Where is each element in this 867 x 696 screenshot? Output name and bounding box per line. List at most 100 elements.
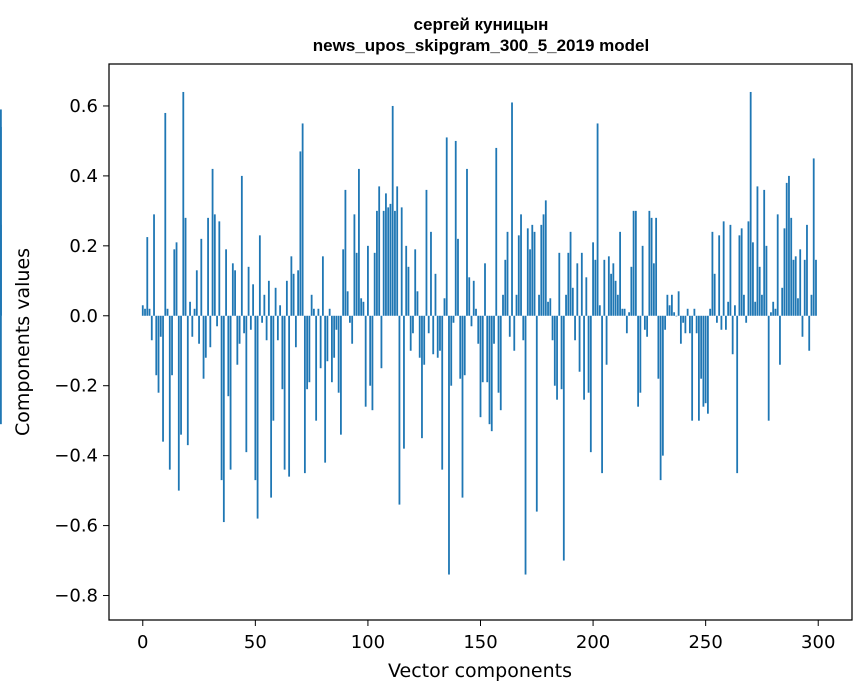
- bar: [385, 193, 387, 316]
- bar: [531, 224, 534, 316]
- bar: [625, 315, 628, 334]
- bar: [698, 315, 700, 421]
- bar: [734, 305, 736, 316]
- bar: [418, 315, 421, 358]
- bar: [396, 186, 399, 316]
- bar: [238, 315, 241, 344]
- bar: [312, 308, 315, 316]
- bar: [146, 237, 149, 316]
- x-axis-label: Vector components: [388, 660, 572, 682]
- bar: [204, 315, 207, 358]
- bar: [641, 245, 644, 316]
- bar: [479, 315, 482, 418]
- bar: [535, 315, 538, 512]
- bar: [508, 315, 511, 337]
- bar: [412, 315, 414, 334]
- bar: [515, 294, 518, 316]
- bar: [736, 315, 739, 474]
- bar: [220, 315, 223, 481]
- bar: [630, 266, 633, 316]
- bar: [481, 315, 484, 383]
- bar: [468, 277, 471, 316]
- bar: [382, 210, 385, 316]
- bar: [761, 294, 763, 316]
- bar: [740, 228, 743, 316]
- bar: [603, 259, 606, 316]
- bar: [207, 217, 209, 316]
- bar: [461, 315, 464, 498]
- bar: [439, 315, 441, 351]
- bar: [776, 214, 779, 316]
- bar: [443, 298, 446, 316]
- bar: [306, 315, 309, 390]
- bar: [551, 315, 554, 341]
- bar: [175, 242, 178, 316]
- bar: [707, 315, 709, 414]
- bar: [587, 315, 590, 393]
- chart-subtitle: news_upos_skipgram_300_5_2019 model: [313, 36, 649, 55]
- bar: [423, 315, 426, 365]
- bar: [772, 301, 775, 316]
- bar: [144, 308, 146, 316]
- bar: [328, 308, 331, 316]
- bar: [610, 273, 612, 316]
- bar: [605, 315, 608, 365]
- bar: [526, 228, 529, 316]
- bar: [513, 315, 516, 351]
- bar: [463, 315, 466, 376]
- bar: [488, 315, 491, 425]
- bar: [668, 305, 671, 316]
- bar: [670, 294, 673, 316]
- bar: [434, 273, 437, 316]
- bar: [621, 308, 624, 316]
- bar: [294, 315, 297, 348]
- bar: [466, 168, 468, 316]
- bar: [794, 256, 797, 316]
- y-tick-label: −0.4: [54, 446, 98, 467]
- bar: [310, 294, 313, 316]
- bar: [688, 315, 691, 334]
- bar: [628, 312, 630, 316]
- bar: [349, 315, 351, 323]
- x-tick-label: 0: [137, 632, 148, 653]
- bar: [781, 287, 784, 316]
- bar: [652, 263, 655, 316]
- bar: [276, 315, 279, 341]
- bar: [193, 308, 196, 316]
- bar: [470, 315, 473, 327]
- bar: [657, 315, 660, 379]
- bar: [727, 301, 730, 316]
- bar: [274, 287, 277, 316]
- bar: [457, 238, 459, 316]
- bar: [585, 277, 588, 316]
- bar: [758, 266, 761, 316]
- bar: [749, 91, 752, 316]
- bar: [409, 315, 412, 351]
- bar: [704, 315, 707, 404]
- bar: [211, 168, 214, 316]
- bar: [799, 249, 802, 316]
- bar: [249, 315, 252, 330]
- bar: [560, 315, 563, 390]
- bar: [722, 221, 725, 316]
- bar: [299, 151, 302, 316]
- bar: [414, 249, 417, 316]
- bar: [614, 280, 617, 316]
- bar: [803, 259, 806, 316]
- bar: [770, 312, 772, 316]
- bar: [677, 291, 680, 316]
- bar: [738, 235, 741, 316]
- y-tick-label: 0.2: [69, 236, 98, 257]
- x-axis-ticks: 0 50 100 150 200 250 300: [137, 620, 835, 653]
- bar: [265, 315, 268, 341]
- bar: [709, 308, 712, 316]
- bar: [454, 140, 457, 316]
- bar: [162, 315, 164, 442]
- bar: [797, 298, 799, 316]
- bar: [580, 252, 583, 316]
- bar: [342, 249, 345, 316]
- bar: [716, 315, 718, 323]
- bar: [150, 315, 153, 341]
- bar: [394, 210, 396, 316]
